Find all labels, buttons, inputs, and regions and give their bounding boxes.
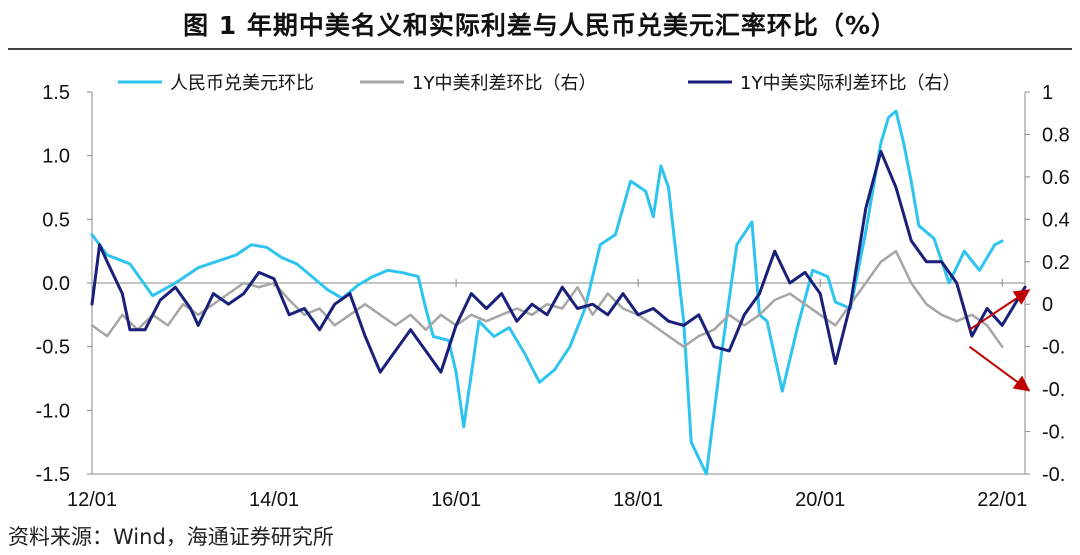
left-tick-label: -1.5 [36,464,70,486]
left-tick-label: 1.0 [42,146,70,168]
left-tick-label: 0.5 [42,209,70,231]
series-line-cny [90,109,1004,476]
figure-title: 图 1 年期中美名义和实际利差与人民币兑美元汇率环比（%） [183,11,897,40]
right-tick-label: 0.4 [1042,209,1070,231]
right-axis: 1 0.8 0.6 0.4 0.2 0 -0. -0. -0. -0. [1025,82,1070,486]
x-tick-label: 12/01 [67,489,117,511]
x-tick-label: 22/01 [977,489,1027,511]
legend-label-cny: 人民币兑美元环比 [170,73,314,94]
annotation-arrow [968,289,1031,331]
right-tick-label: 0.6 [1042,167,1070,189]
left-tick-label: 1.5 [42,82,70,104]
chart-frame [91,92,1026,475]
x-tick-label: 16/01 [431,489,481,511]
right-tick-label: 1 [1042,82,1053,104]
x-axis: 12/01 14/01 16/01 18/01 20/01 22/01 [67,279,1027,511]
left-axis: 1.5 1.0 0.5 0.0 -0.5 -1.0 -1.5 [36,82,92,486]
x-tick-label: 20/01 [795,489,845,511]
left-tick-label: -1.0 [36,400,70,422]
right-tick-label: 0.2 [1042,252,1070,274]
series-lines [90,109,1027,476]
right-tick-label: -0. [1042,464,1065,486]
title-rule [8,48,1072,50]
right-tick-label: -0. [1042,422,1065,444]
left-tick-label: 0.0 [42,273,70,295]
series-line-real [90,149,1027,374]
x-tick-label: 18/01 [613,489,663,511]
right-tick-label: -0. [1042,337,1065,359]
right-tick-label: -0. [1042,379,1065,401]
legend-label-nominal: 1Y中美利差环比（右） [412,73,596,94]
right-tick-label: 0.8 [1042,124,1070,146]
left-tick-label: -0.5 [36,337,70,359]
annotation-arrow [968,345,1031,392]
source-note: 资料来源：Wind，海通证券研究所 [8,525,334,549]
annotation-arrows [968,289,1031,392]
legend-label-real: 1Y中美实际利差环比（右） [740,73,960,94]
x-tick-label: 14/01 [249,489,299,511]
legend: 人民币兑美元环比 1Y中美利差环比（右） 1Y中美实际利差环比（右） [118,73,960,94]
right-tick-label: 0 [1042,294,1053,316]
series-line-nominal [90,249,1004,348]
